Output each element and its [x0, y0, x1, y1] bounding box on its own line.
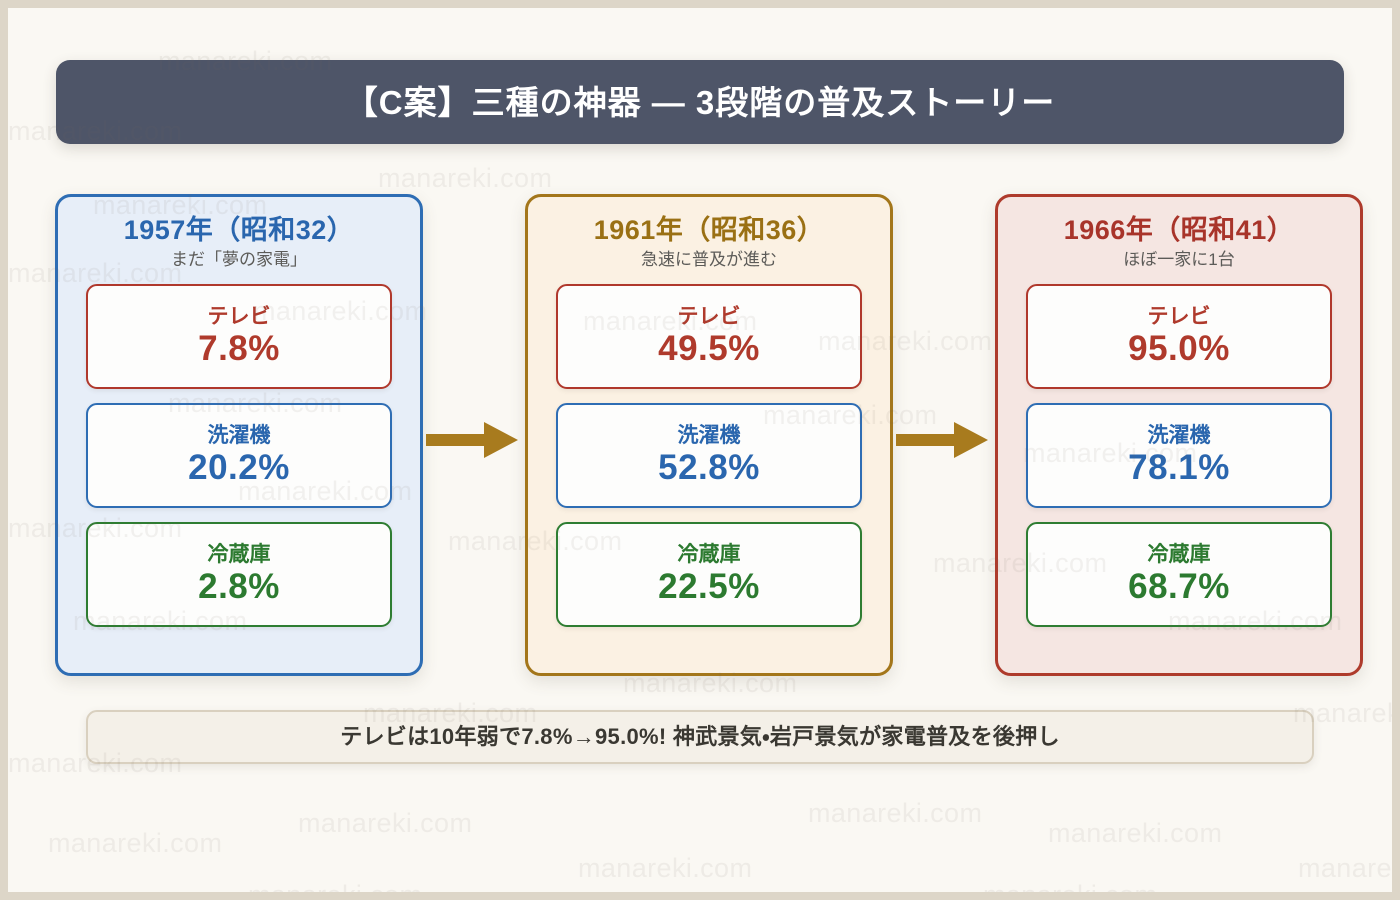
stage-progression-arrow-2 — [896, 420, 988, 460]
arrow-right-icon — [896, 422, 988, 458]
metric-card-tv: テレビ 95.0% — [1026, 284, 1332, 390]
metric-card-tv: テレビ 7.8% — [86, 284, 392, 390]
metric-label: 冷蔵庫 — [1147, 543, 1211, 567]
metric-label: テレビ — [1147, 305, 1211, 329]
footer-note-text: テレビは10年弱で7.8%→95.0%! 神武景気・岩戸景気が家電普及を後押し — [340, 724, 1060, 749]
stage-year-label: 1961年（昭和36） — [593, 215, 825, 245]
metric-card-fridge: 冷蔵庫 68.7% — [1026, 522, 1332, 628]
metric-label: テレビ — [677, 305, 741, 329]
metric-value: 95.0% — [1128, 329, 1230, 369]
stage-panel-1966: 1966年（昭和41） ほぼ一家に1台 テレビ 95.0% 洗濯機 78.1% … — [995, 194, 1363, 676]
metric-value: 52.8% — [658, 448, 760, 488]
metric-card-washer: 洗濯機 20.2% — [86, 403, 392, 509]
metric-card-washer: 洗濯機 52.8% — [556, 403, 862, 509]
metric-label: 洗濯機 — [1147, 424, 1211, 448]
footer-note-box: テレビは10年弱で7.8%→95.0%! 神武景気・岩戸景気が家電普及を後押し — [86, 710, 1314, 764]
metric-value: 2.8% — [198, 567, 280, 607]
metric-value: 7.8% — [198, 329, 280, 369]
stage-subtitle: ほぼ一家に1台 — [1123, 250, 1235, 270]
metric-value: 68.7% — [1128, 567, 1230, 607]
metric-value: 78.1% — [1128, 448, 1230, 488]
stage-subtitle: 急速に普及が進む — [641, 250, 777, 270]
stage-panel-1961: 1961年（昭和36） 急速に普及が進む テレビ 49.5% 洗濯機 52.8%… — [525, 194, 893, 676]
metric-value: 20.2% — [188, 448, 290, 488]
infographic-content: 【C案】三種の神器 — 3段階の普及ストーリー 1957年（昭和32） まだ「夢… — [8, 8, 1392, 892]
stage-panel-1957: 1957年（昭和32） まだ「夢の家電」 テレビ 7.8% 洗濯機 20.2% … — [55, 194, 423, 676]
metric-value: 22.5% — [658, 567, 760, 607]
header-bar: 【C案】三種の神器 — 3段階の普及ストーリー — [56, 60, 1344, 144]
metric-card-list: テレビ 95.0% 洗濯機 78.1% 冷蔵庫 68.7% — [1026, 284, 1332, 628]
stage-year-label: 1957年（昭和32） — [123, 215, 355, 245]
metric-label: 洗濯機 — [207, 424, 271, 448]
stage-progression-arrow-1 — [426, 420, 518, 460]
metric-value: 49.5% — [658, 329, 760, 369]
metric-card-washer: 洗濯機 78.1% — [1026, 403, 1332, 509]
stage-year-label: 1966年（昭和41） — [1063, 215, 1295, 245]
metric-label: テレビ — [207, 305, 271, 329]
metric-card-tv: テレビ 49.5% — [556, 284, 862, 390]
metric-label: 冷蔵庫 — [207, 543, 271, 567]
arrow-right-icon — [426, 422, 518, 458]
metric-card-fridge: 冷蔵庫 22.5% — [556, 522, 862, 628]
page-title: 【C案】三種の神器 — 3段階の普及ストーリー — [344, 83, 1056, 121]
stage-subtitle: まだ「夢の家電」 — [171, 250, 307, 270]
metric-card-fridge: 冷蔵庫 2.8% — [86, 522, 392, 628]
metric-label: 冷蔵庫 — [677, 543, 741, 567]
metric-card-list: テレビ 49.5% 洗濯機 52.8% 冷蔵庫 22.5% — [556, 284, 862, 628]
metric-label: 洗濯機 — [677, 424, 741, 448]
metric-card-list: テレビ 7.8% 洗濯機 20.2% 冷蔵庫 2.8% — [86, 284, 392, 628]
